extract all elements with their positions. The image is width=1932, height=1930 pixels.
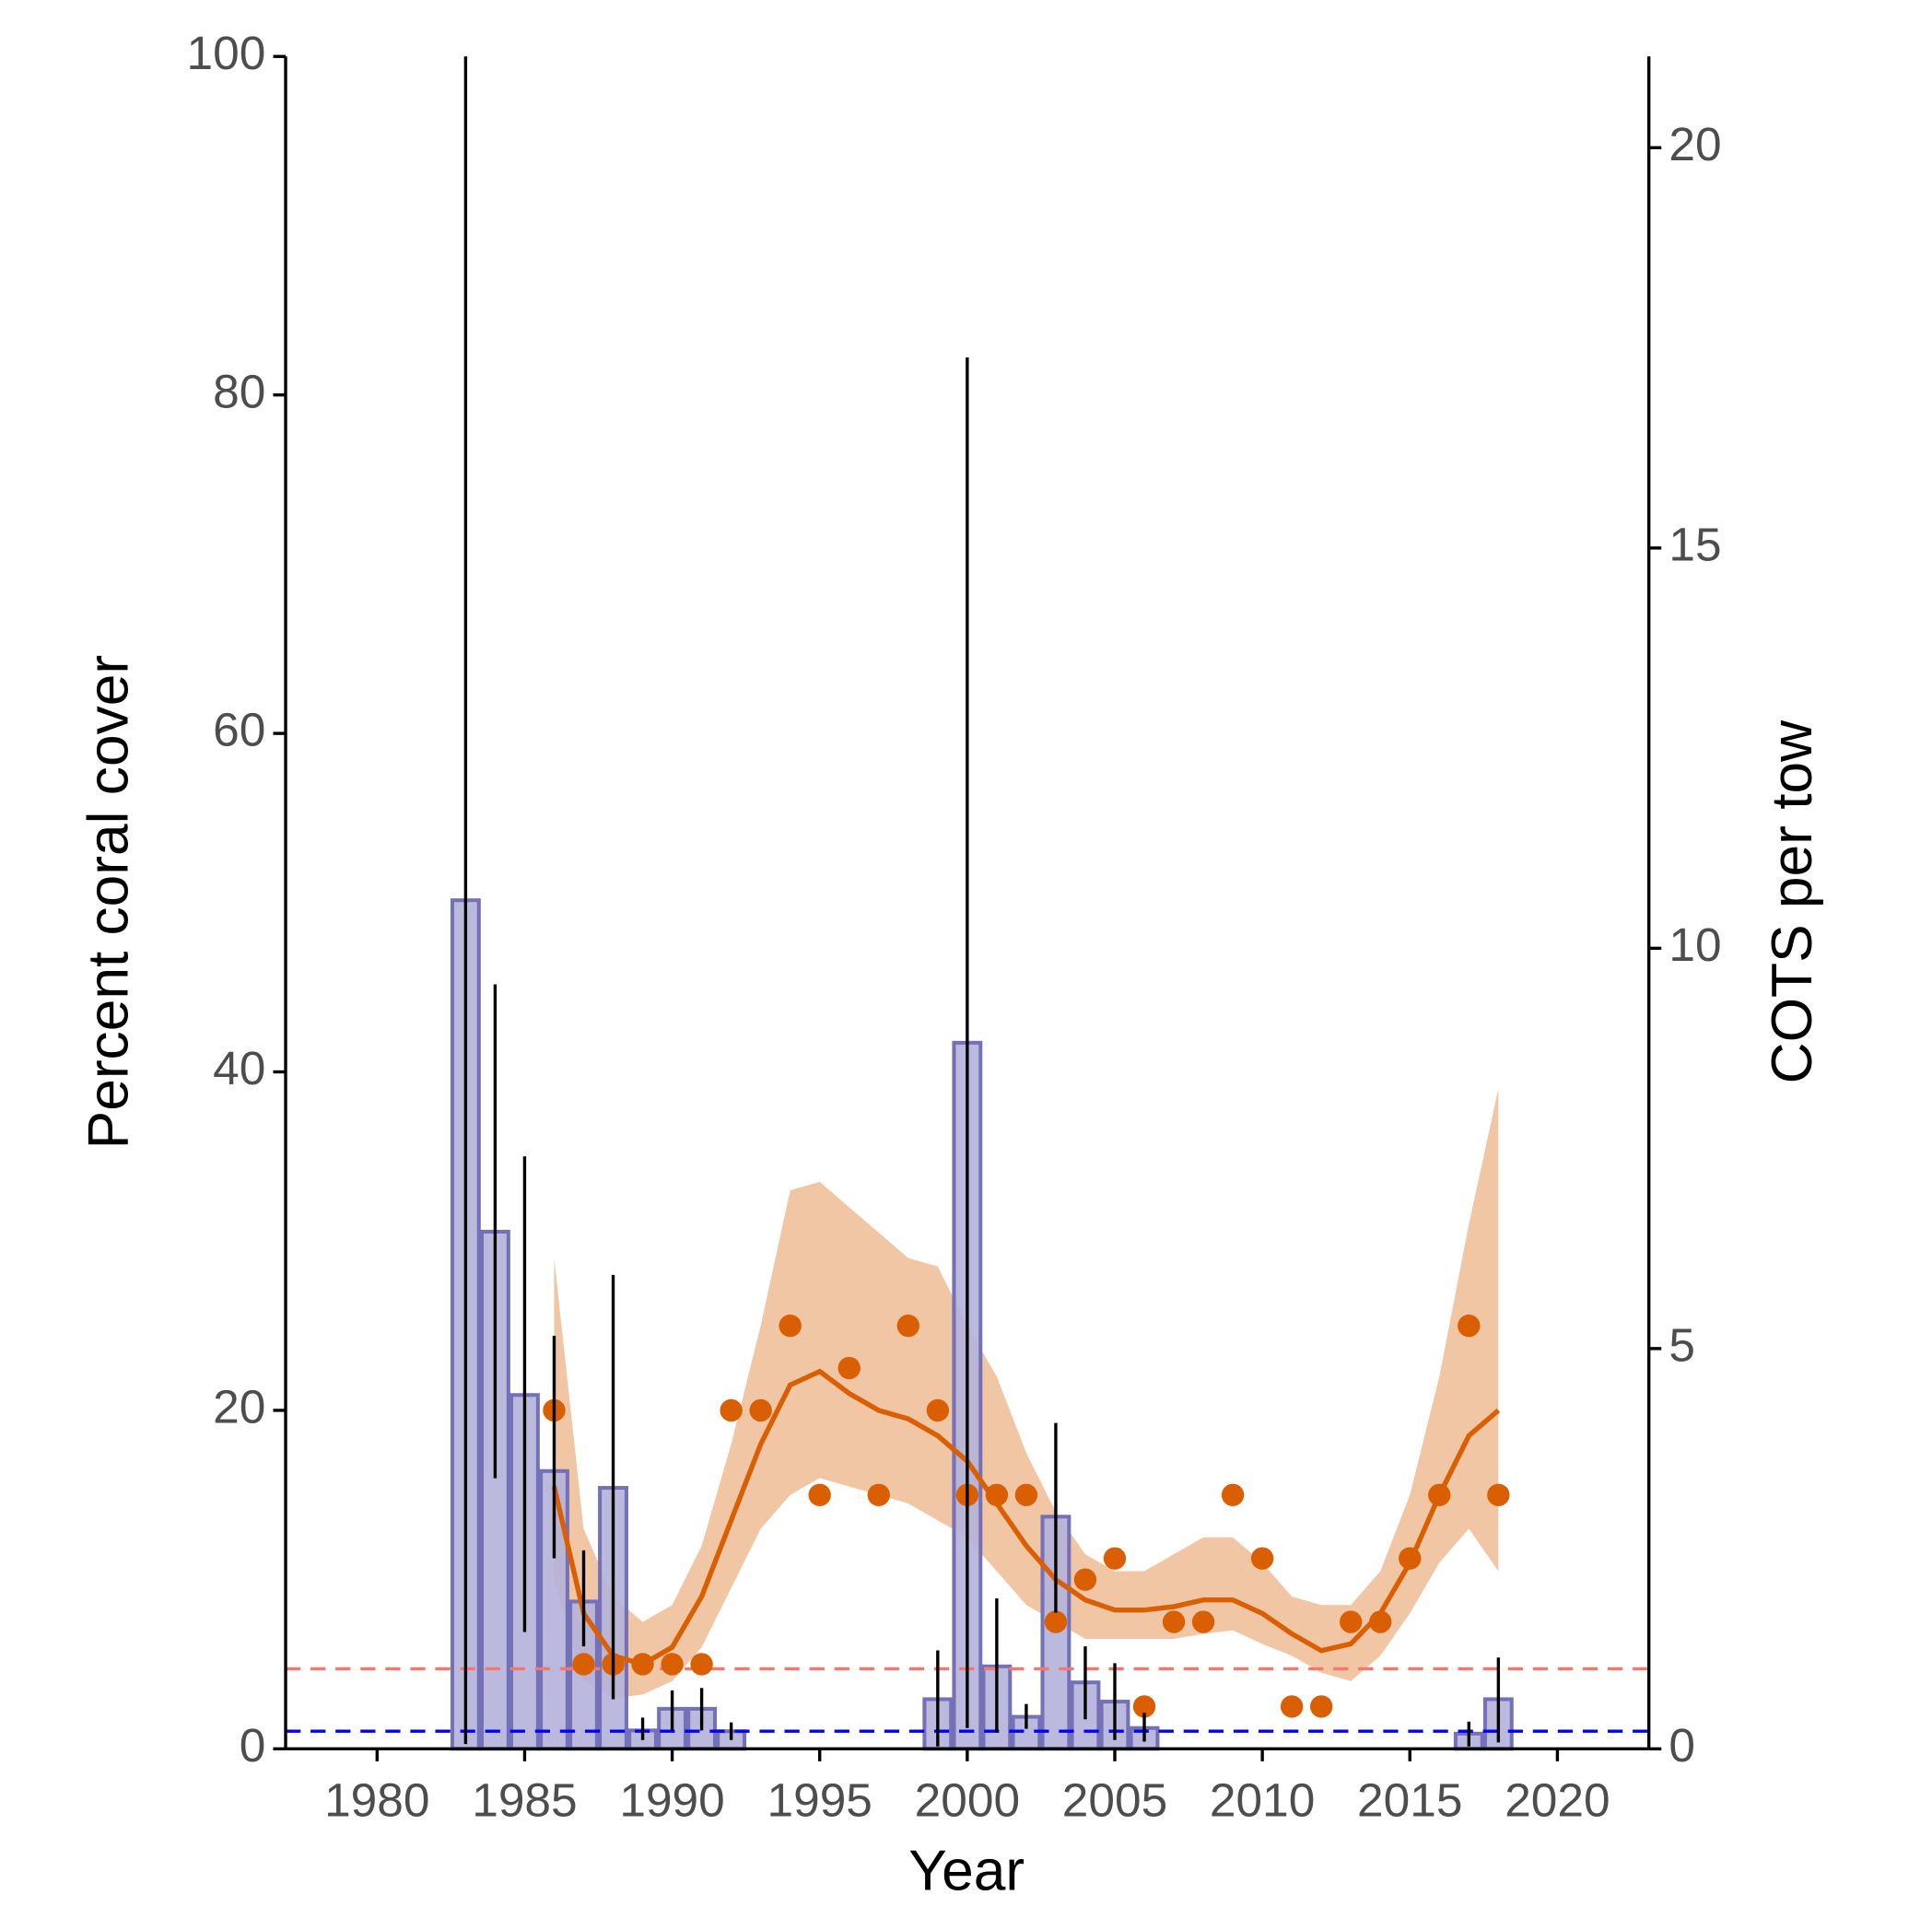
y-axis-title: Percent coral cover [76,655,140,1149]
coral-point [1250,1547,1274,1570]
x-axis-title: Year [908,1840,1025,1903]
coral-point [1399,1547,1422,1570]
coral-point [1458,1314,1481,1338]
x-tick-label: 1980 [324,1773,429,1827]
coral-point [572,1653,595,1676]
coral-point [867,1483,890,1506]
coral-point [1014,1483,1038,1506]
coral-point [720,1398,743,1422]
coral-point [1487,1483,1510,1506]
coral-point [1280,1695,1304,1718]
y-tick-label: 20 [213,1380,265,1433]
coral-point [631,1653,654,1676]
coral-point [896,1314,919,1338]
coral-point [926,1398,950,1422]
coral-point [1340,1610,1363,1633]
coral-point [1103,1547,1127,1570]
x-tick-label: 1985 [472,1773,577,1827]
confidence-band [554,1088,1499,1699]
coral-point [1221,1483,1245,1506]
y-tick-label: 60 [213,703,265,756]
coral-point [690,1653,713,1676]
x-tick-label: 1995 [767,1773,872,1827]
trend-line [551,1368,1501,1667]
coral-point [1191,1610,1215,1633]
coral-point [837,1356,861,1380]
y2-tick-label: 10 [1669,918,1721,971]
x-tick-label: 2005 [1062,1773,1167,1827]
coral-point [1310,1695,1333,1718]
coral-point [1132,1695,1156,1718]
coral-point [749,1398,772,1422]
x-tick-label: 2015 [1357,1773,1462,1827]
x-tick-label: 2000 [915,1773,1020,1827]
coral-point [1162,1610,1186,1633]
x-tick-label: 1990 [619,1773,724,1827]
y2-axis-title: COTS per tow [1761,719,1824,1083]
coral-point [779,1314,802,1338]
y-tick-label: 80 [213,364,265,417]
coral-point [661,1653,684,1676]
y-tick-label: 100 [187,26,266,79]
y2-tick-label: 15 [1669,517,1721,570]
coral-point [808,1483,831,1506]
coral-point [1044,1610,1068,1633]
coral-point [985,1483,1009,1506]
y2-tick-label: 20 [1669,117,1721,170]
coral-point [1428,1483,1451,1506]
y2-tick-label: 5 [1669,1317,1695,1371]
coral-point [1073,1568,1097,1591]
coral-point [1369,1610,1392,1633]
y2-tick-label: 0 [1669,1718,1695,1772]
x-tick-label: 2010 [1210,1773,1315,1827]
y-tick-label: 0 [240,1718,266,1772]
y-tick-label: 40 [213,1041,265,1094]
x-tick-label: 2020 [1505,1773,1610,1827]
